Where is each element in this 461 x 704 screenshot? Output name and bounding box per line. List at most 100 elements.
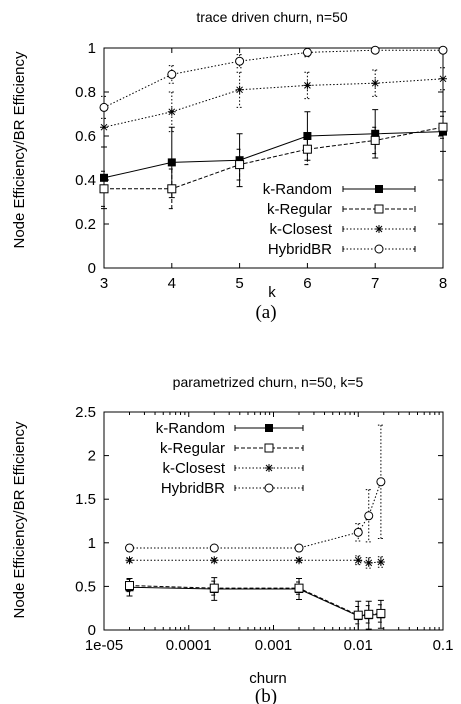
data-point — [353, 527, 363, 537]
legend-line-cap — [342, 246, 416, 252]
data-point — [99, 102, 109, 112]
data-point — [167, 69, 177, 79]
error-bar — [365, 489, 372, 543]
data-point — [364, 558, 373, 567]
x-tick-label: 1e-05 — [85, 637, 123, 654]
data-point — [125, 556, 134, 565]
data-point — [438, 122, 448, 132]
series-line — [129, 481, 382, 549]
x-tick-label: 5 — [235, 275, 243, 292]
legend-marker — [265, 424, 273, 432]
data-point — [295, 556, 304, 565]
chart-a-legend: k-Random k-Regular k-Closest HybridBR — [263, 181, 416, 258]
series-line — [129, 585, 381, 616]
legend-line-cap — [342, 186, 416, 192]
legend-line-cap — [234, 465, 304, 471]
error-bar — [440, 115, 446, 139]
data-point — [167, 184, 177, 194]
series-k-regular — [99, 115, 448, 210]
data-point — [370, 45, 380, 55]
series-line — [129, 586, 381, 617]
legend-entry-k-regular: k-Regular — [267, 201, 416, 218]
legend-marker — [264, 443, 274, 453]
data-point — [294, 543, 304, 553]
series-k-regular — [125, 578, 386, 625]
chart-a-xlabel: k — [268, 284, 276, 301]
chart-b-legend: k-Random k-Regular k-Closest HybridBR — [156, 420, 304, 497]
data-point — [100, 123, 108, 132]
legend-entry-k-regular: k-Regular — [160, 440, 304, 457]
legend-label: HybridBR — [268, 241, 332, 258]
legend-entry-k-closest: k-Closest — [269, 221, 416, 238]
data-point — [303, 81, 312, 90]
data-point — [235, 56, 245, 66]
data-point — [235, 85, 244, 94]
legend-marker — [264, 483, 274, 493]
y-tick-label: 0.5 — [75, 578, 96, 595]
legend-marker — [374, 244, 384, 254]
legend-label: k-Regular — [160, 440, 225, 457]
x-tick-label: 0.01 — [344, 637, 373, 654]
series-line — [103, 78, 444, 128]
y-tick-label: 1.5 — [75, 491, 96, 508]
y-tick-label: 0.8 — [75, 84, 96, 101]
y-tick-label: 2 — [88, 448, 96, 465]
data-point — [439, 74, 447, 83]
legend-line-cap — [342, 226, 416, 232]
error-bar — [101, 170, 107, 207]
data-point — [167, 107, 176, 116]
legend-label: k-Regular — [267, 201, 332, 218]
x-tick-label: 0.001 — [255, 637, 293, 654]
x-tick-label: 4 — [168, 275, 176, 292]
data-point — [125, 581, 135, 591]
chart-b: parametrized churn, n=50, k=5 Node Effic… — [11, 374, 453, 704]
legend-marker — [375, 225, 383, 233]
series-hybridbr — [125, 424, 386, 553]
legend-label: HybridBR — [161, 480, 225, 497]
data-point — [364, 511, 374, 521]
error-bar — [377, 556, 384, 568]
data-point — [294, 583, 304, 593]
data-point — [210, 556, 219, 565]
y-tick-label: 0 — [88, 622, 96, 639]
chart-b-xlabel: churn — [249, 670, 287, 687]
x-tick-label: 7 — [371, 275, 379, 292]
error-bar — [304, 71, 311, 100]
legend-label: k-Closest — [162, 460, 225, 477]
legend-label: k-Random — [156, 420, 225, 437]
data-point — [353, 610, 363, 620]
y-tick-label: 0.6 — [75, 128, 96, 145]
chart-a-title: trace driven churn, n=50 — [196, 9, 348, 25]
data-point — [125, 543, 135, 553]
chart-a-series — [99, 45, 448, 210]
data-point — [376, 557, 385, 566]
data-point — [370, 135, 380, 145]
data-point — [376, 477, 386, 487]
series-line — [103, 131, 444, 179]
data-point — [235, 160, 245, 170]
legend-entry-hybridbr: HybridBR — [268, 241, 416, 258]
y-tick-label: 1 — [88, 535, 96, 552]
x-tick-label: 3 — [100, 275, 108, 292]
y-tick-label: 1 — [88, 40, 96, 57]
x-tick-label: 0.1 — [433, 637, 454, 654]
chart-b-caption: (b) — [255, 686, 277, 704]
legend-marker — [265, 464, 273, 472]
series-k-closest — [125, 555, 385, 569]
y-tick-label: 0 — [88, 260, 96, 277]
legend-entry-k-closest: k-Closest — [162, 460, 304, 477]
data-point — [376, 608, 386, 618]
legend-line-cap — [234, 485, 304, 491]
data-point — [364, 609, 374, 619]
data-point — [438, 45, 448, 55]
error-bar — [168, 91, 175, 133]
chart-a-ylabel: Node Efficiency/BR Efficiency — [11, 51, 28, 249]
x-tick-label: 8 — [439, 275, 447, 292]
chart-b-series — [125, 424, 386, 631]
data-point — [209, 543, 219, 553]
series-line — [129, 559, 381, 564]
data-point — [354, 556, 363, 565]
x-tick-label: 0.0001 — [166, 637, 212, 654]
legend-label: k-Random — [263, 181, 332, 198]
